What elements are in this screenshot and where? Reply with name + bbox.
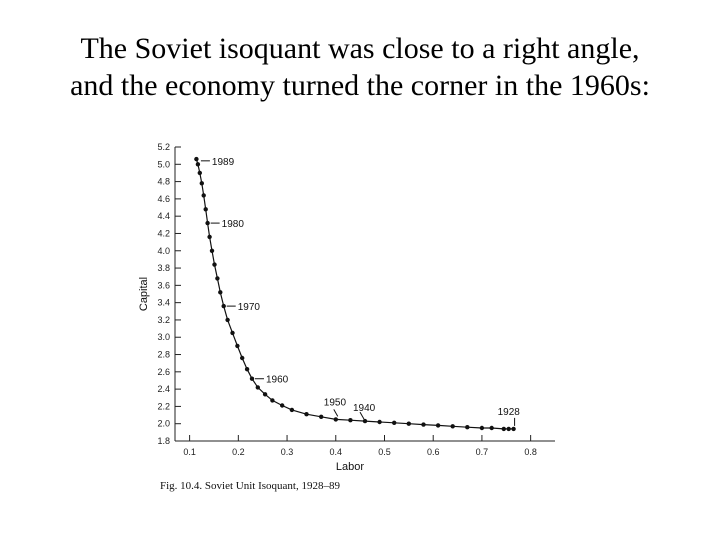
data-point [221,303,226,309]
x-tick-label: 0.1 [183,447,196,457]
y-tick-label: 3.4 [157,298,170,308]
data-point [203,207,208,212]
data-point [244,367,250,372]
year-annotation: 1980 [222,219,245,230]
data-point [209,248,215,253]
y-tick-label: 2.4 [157,384,170,394]
annotation-leader [333,409,339,417]
x-tick-label: 0.5 [378,447,391,457]
data-point [270,398,275,403]
data-point [501,426,506,432]
x-tick-label: 0.3 [281,447,294,457]
year-annotation: 1989 [212,157,235,168]
data-point [506,426,511,432]
y-tick-label: 2.2 [157,401,170,411]
year-annotation: 1970 [238,302,261,313]
annotation-leader [359,411,365,420]
data-point [215,276,220,281]
y-tick-label: 4.6 [157,194,170,204]
year-annotation: 1928 [498,407,521,418]
data-point [280,403,285,408]
year-annotation: 1940 [353,403,376,414]
figure-caption: Fig. 10.4. Soviet Unit Isoquant, 1928–89 [160,480,340,492]
data-point [201,193,206,198]
data-point [240,355,245,361]
chart-annotations: 1989 1980 1970 1960 1950 1940 1928 [200,157,521,426]
data-point [218,290,223,295]
data-point [304,412,309,417]
data-point [348,418,353,423]
chart-marks [194,156,516,432]
data-point [377,419,382,425]
y-tick-label: 2.0 [157,419,170,429]
data-point [262,392,268,397]
y-tick-label: 3.6 [157,280,170,290]
y-tick-label: 5.0 [157,159,170,169]
x-tick-label: 0.2 [232,447,245,457]
data-point [212,262,217,267]
data-point [199,181,204,186]
year-annotation: 1950 [324,397,347,408]
y-tick-label: 2.8 [157,350,170,360]
data-point [194,156,199,162]
data-point [450,424,455,429]
y-tick-label: 4.4 [157,211,170,221]
slide-title-line-1: The Soviet isoquant was close to a right… [80,32,640,65]
data-point [289,407,295,413]
data-point [406,421,411,426]
data-point [225,317,230,323]
y-tick-label: 3.0 [157,332,170,342]
data-point [230,330,235,336]
y-tick-label: 5.2 [157,142,170,152]
data-point [511,426,516,432]
data-point [435,423,441,428]
y-tick-label: 2.6 [157,367,170,377]
data-point [235,343,240,349]
slide-title: The Soviet isoquant was close to a right… [0,30,720,104]
isoquant-line [195,158,514,430]
data-point [392,420,397,425]
data-point [479,425,485,431]
y-tick-label: 3.8 [157,263,170,273]
chart-axes: 1.8 2.0 2.2 2.4 2.6 2.8 3.0 3.2 3.4 3.6 3.8 4.0 4.2 4… [138,142,555,473]
y-tick-label: 4.2 [157,228,170,238]
x-axis-title: Labor [336,461,364,473]
data-point [207,234,212,240]
data-point [255,385,260,390]
data-point [249,376,255,381]
x-tick-label: 0.8 [524,447,537,457]
data-point [489,425,494,431]
y-tick-label: 3.2 [157,315,170,325]
data-point [205,220,210,226]
data-point [362,418,368,424]
year-annotation: 1960 [266,375,289,386]
data-point [421,422,426,427]
y-axis-title: Capital [138,277,150,311]
data-point [333,417,338,422]
data-point [465,425,470,430]
x-tick-label: 0.6 [427,447,440,457]
slide-title-line-2: and the economy turned the corner in the… [70,69,650,102]
x-tick-label: 0.7 [476,447,489,457]
data-point [319,414,324,419]
y-tick-label: 4.8 [157,177,170,187]
y-tick-label: 1.8 [157,436,170,446]
data-point [195,162,201,167]
data-point [197,170,202,176]
y-tick-label: 4.0 [157,246,170,256]
x-tick-label: 0.4 [330,447,343,457]
